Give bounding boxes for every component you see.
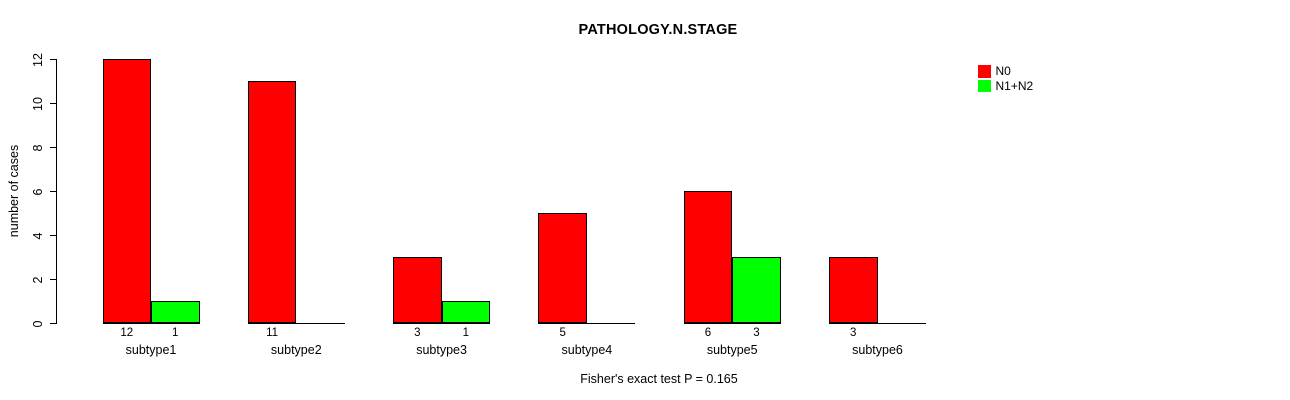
- category-label-subtype3: subtype3: [416, 343, 467, 357]
- bar-n0-subtype5: [683, 191, 733, 323]
- y-axis-tick: [50, 191, 56, 192]
- category-label-subtype6: subtype6: [852, 343, 903, 357]
- bar-value-label-n0-subtype4: 5: [559, 327, 566, 339]
- legend-swatch-n1n2-icon: [978, 79, 991, 92]
- y-axis-tick-label: 8: [31, 144, 45, 151]
- bar-value-label-n1n2-subtype3: 1: [462, 327, 470, 339]
- bar-value-label-n1n2-subtype1: 1: [172, 327, 179, 339]
- bar-n0-subtype3: [393, 257, 442, 323]
- legend-label-n1n2: N1+N2: [995, 78, 1034, 93]
- bar-n0-subtype1: [102, 59, 151, 323]
- y-axis-tick-label: 6: [31, 188, 45, 195]
- bar-value-label-n0-subtype1: 12: [120, 327, 134, 339]
- bar-value-label-n0-subtype6: 3: [850, 327, 857, 339]
- legend-item-n1n2: N1+N2: [978, 79, 1033, 94]
- y-axis-label: number of cases: [7, 144, 21, 238]
- category-label-subtype2: subtype2: [270, 343, 322, 357]
- bar-n0-subtype4: [538, 213, 587, 323]
- y-axis-tick: [50, 147, 56, 148]
- bar-value-label-n0-subtype3: 3: [414, 327, 421, 339]
- statistical-test-caption: Fisher's exact test P = 0.165: [580, 372, 738, 386]
- y-axis-tick-label: 0: [31, 320, 45, 327]
- category-label-subtype5: subtype5: [706, 343, 758, 357]
- y-axis-tick-label: 2: [31, 276, 45, 283]
- group-baseline-subtype5: [683, 323, 781, 324]
- bar-n1n2-subtype5: [732, 257, 781, 323]
- group-baseline-subtype4: [538, 323, 636, 324]
- group-baseline-subtype3: [393, 323, 491, 324]
- bar-value-label-n0-subtype5: 6: [704, 327, 712, 339]
- y-axis-line: [56, 59, 57, 324]
- y-axis-tick: [50, 323, 56, 324]
- legend-item-n0: N0: [978, 64, 1033, 79]
- y-axis-tick-label: 12: [31, 52, 45, 67]
- y-axis-tick: [50, 103, 56, 104]
- y-axis-tick: [50, 235, 56, 236]
- y-axis-tick: [50, 59, 56, 60]
- y-axis-tick: [50, 279, 56, 280]
- group-baseline-subtype2: [247, 323, 345, 324]
- bar-n1n2-subtype3: [441, 301, 491, 323]
- bar-value-label-n0-subtype2: 11: [266, 327, 279, 339]
- chart-title: PATHOLOGY.N.STAGE: [578, 22, 738, 38]
- legend: N0 N1+N2: [978, 64, 1033, 93]
- group-baseline-subtype1: [102, 323, 200, 324]
- y-axis-tick-label: 10: [31, 96, 45, 111]
- y-axis-tick-label: 4: [31, 232, 45, 239]
- category-label-subtype4: subtype4: [561, 343, 613, 357]
- bar-n0-subtype2: [247, 81, 297, 323]
- group-baseline-subtype6: [829, 323, 926, 324]
- category-label-subtype1: subtype1: [125, 343, 177, 357]
- legend-label-n0: N0: [995, 64, 1011, 79]
- bar-value-label-n1n2-subtype5: 3: [753, 327, 760, 339]
- bar-n0-subtype6: [829, 257, 878, 323]
- legend-swatch-n0-icon: [978, 65, 991, 78]
- bar-n1n2-subtype1: [151, 301, 200, 323]
